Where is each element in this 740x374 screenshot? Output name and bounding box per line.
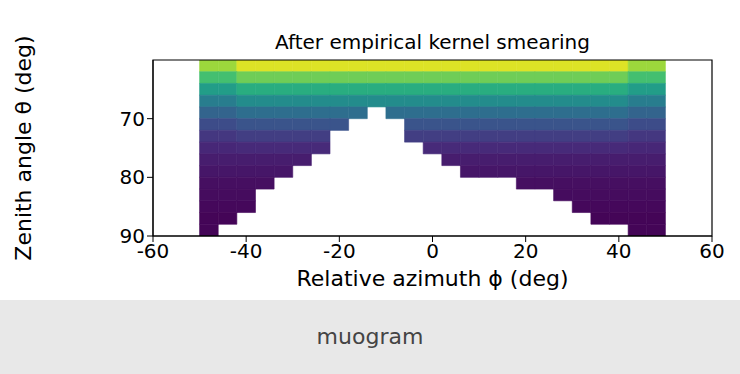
svg-text:0: 0 — [426, 239, 439, 263]
svg-text:40: 40 — [606, 239, 631, 263]
svg-text:-20: -20 — [323, 239, 356, 263]
svg-text:Zenith angle θ (deg): Zenith angle θ (deg) — [11, 35, 36, 260]
svg-text:90: 90 — [120, 224, 145, 248]
svg-text:80: 80 — [120, 165, 145, 189]
svg-text:-40: -40 — [230, 239, 263, 263]
html-text:After empirical kernel smearin: After empirical kernel smearing — [275, 30, 590, 54]
svg-text:Relative azimuth ϕ (deg): Relative azimuth ϕ (deg) — [297, 266, 569, 291]
svg-text:60: 60 — [699, 239, 724, 263]
svg-text:-60: -60 — [136, 239, 170, 264]
svg-text:70: 70 — [120, 107, 145, 131]
html-text:muogram: muogram — [316, 324, 424, 349]
svg-text:20: 20 — [513, 239, 538, 263]
